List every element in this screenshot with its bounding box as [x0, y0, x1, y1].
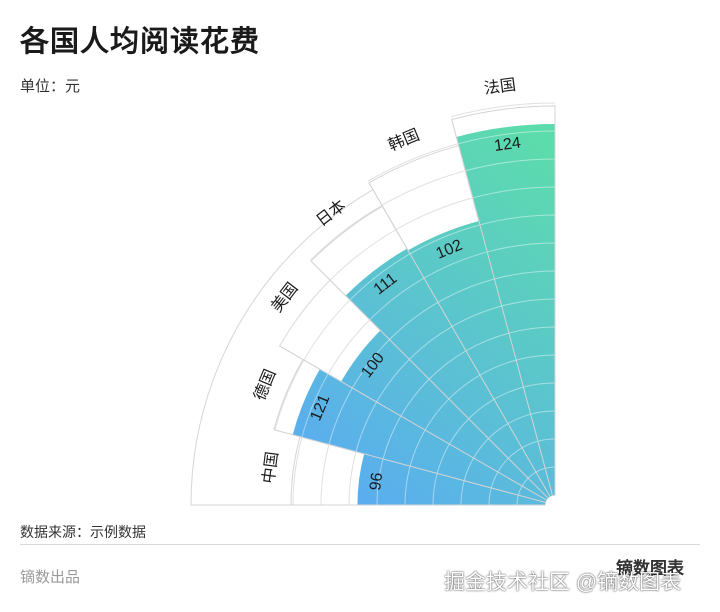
ring-5-12	[465, 158, 556, 172]
ring-1-6	[382, 415, 402, 460]
ring-4-12	[381, 170, 466, 206]
ring-2-9	[327, 319, 371, 375]
value-label-0: 96	[367, 471, 386, 491]
bar-1	[292, 369, 547, 503]
chart-title: 各国人均阅读花费	[20, 26, 261, 58]
ring-5-9	[487, 242, 556, 253]
ring-5-6	[508, 326, 556, 334]
ring-5-8	[494, 270, 556, 280]
bar-3	[345, 248, 550, 498]
ring-3-6	[428, 350, 467, 380]
bar-2	[341, 330, 548, 500]
ring-4-10	[409, 224, 481, 255]
ring-4-11	[395, 197, 473, 231]
ring-3-12	[309, 204, 383, 261]
ring-4-9	[423, 251, 488, 279]
divider-4	[368, 182, 551, 497]
ring-2-10	[303, 299, 351, 361]
ring-5-7	[501, 298, 556, 307]
ring-2-7	[376, 358, 410, 403]
ring-0-9	[292, 437, 303, 506]
divider-2	[279, 345, 547, 501]
divider-5	[451, 119, 553, 496]
unit-label: 单位：元	[20, 78, 81, 95]
ring-4-7	[451, 305, 502, 328]
ring-0-6	[376, 458, 384, 506]
ring-4-13	[367, 143, 459, 182]
ring-2-6	[400, 378, 430, 417]
ring-5-10	[479, 214, 556, 226]
ring-5-13	[458, 130, 556, 145]
ring-2-8	[351, 339, 390, 389]
ring-3-10	[349, 253, 411, 301]
value-label-5: 124	[493, 135, 522, 155]
ring-5-11	[472, 186, 556, 199]
bar-5	[456, 123, 555, 496]
bar-4	[407, 220, 553, 497]
grid-lines	[273, 102, 556, 506]
ring-1-7	[355, 401, 378, 452]
brand-logo-text: 镝数图表	[616, 559, 684, 579]
data-source: 数据来源：示例数据	[20, 524, 146, 540]
ring-1-9	[301, 373, 329, 438]
ring-0-7	[348, 451, 357, 506]
ring-1-10	[274, 359, 305, 431]
footer-divider	[20, 544, 700, 545]
watermark: 掘金技术社区 @镝数图表	[444, 571, 682, 594]
ring-1-8	[328, 387, 353, 445]
category-label-5: 法国	[483, 76, 517, 98]
bar-group	[292, 123, 555, 505]
ring-3-7	[408, 326, 453, 360]
divider-3	[310, 260, 549, 499]
divider-1	[273, 429, 546, 503]
bar-0	[357, 453, 546, 505]
ring-3-9	[369, 277, 425, 321]
ring-4-6	[465, 332, 510, 352]
credit-label: 镝数出品	[20, 569, 81, 586]
category-label-0: 中国	[260, 451, 282, 485]
ring-2-11	[279, 279, 331, 347]
ring-3-11	[329, 229, 397, 281]
category-label-4: 韩国	[386, 126, 422, 155]
ring-5-14	[450, 102, 556, 118]
ring-4-8	[437, 278, 495, 303]
ring-0-8	[320, 444, 330, 506]
ring-3-8	[389, 301, 439, 340]
